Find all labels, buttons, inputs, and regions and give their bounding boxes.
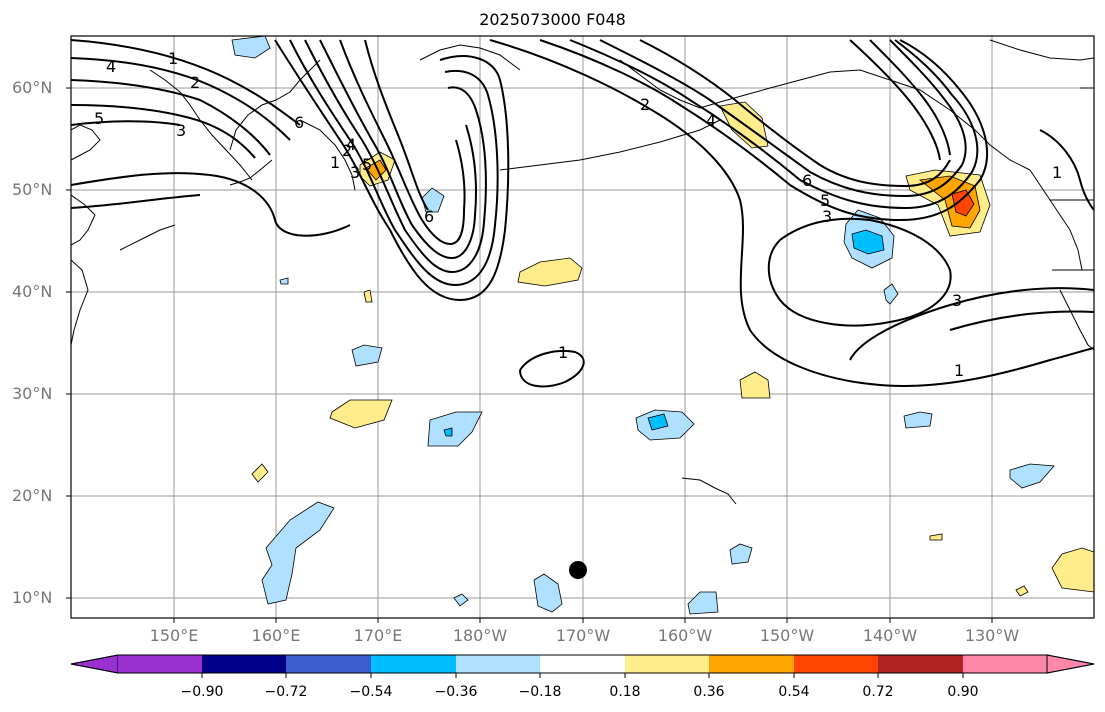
colorbar-segment (118, 655, 202, 673)
colorbar-tick-label: −0.36 (434, 684, 478, 700)
colorbar-segment (371, 655, 456, 673)
colorbar-tick-label: 0.36 (693, 684, 725, 700)
contour-label: 4 (106, 57, 116, 76)
contour-label: 4 (346, 135, 356, 154)
shade-blob (329, 399, 393, 429)
contour-label: 1 (1052, 163, 1062, 182)
lat-label-40n: 40°N (12, 282, 53, 301)
shade-blob (729, 543, 753, 565)
colorbar-outline (70, 654, 1095, 674)
shade-blob (851, 229, 885, 255)
lon-label-180w: 180°W (452, 626, 508, 645)
map-title: 2025073000 F048 (479, 10, 626, 29)
lon-label-170e: 170°E (353, 626, 403, 645)
shade-blob (251, 463, 269, 483)
contour-label: 3 (822, 207, 832, 226)
lon-label-160e: 160°E (251, 626, 301, 645)
shade-blob (279, 277, 289, 285)
contour-label: 3 (350, 163, 360, 182)
contour-label: 1 (558, 343, 568, 362)
shade-blob (427, 411, 483, 447)
colorbar-tick-label: 0.72 (862, 684, 894, 700)
lon-label-150w: 150°W (759, 626, 815, 645)
colorbar-segment (709, 655, 794, 673)
shade-blob (929, 533, 943, 541)
colorbar-segment (625, 655, 709, 673)
colorbar-segment (286, 655, 371, 673)
shade-blob (443, 427, 453, 437)
contour-label: 3 (176, 121, 186, 140)
contour-label: 5 (94, 109, 104, 128)
shade-blob (1015, 585, 1029, 597)
contour-label: 6 (424, 207, 434, 226)
shade-blob (647, 413, 669, 431)
colorbar-segment (1046, 654, 1095, 674)
colorbar-segment (878, 655, 963, 673)
colorbar-tick-label: −0.90 (180, 684, 224, 700)
colorbar-tick-label: 0.54 (778, 684, 810, 700)
contour-label: 2 (640, 95, 650, 114)
shade-blob (1009, 463, 1055, 489)
colorbar-segment (202, 655, 286, 673)
lat-label-30n: 30°N (12, 384, 53, 403)
contour-label: 6 (294, 113, 304, 132)
shade-blob (363, 289, 373, 303)
contour-label: 1 (330, 153, 340, 172)
shade-blob (739, 371, 771, 399)
lat-label-60n: 60°N (12, 78, 53, 97)
axis-ticks (66, 87, 993, 623)
colorbar (70, 654, 1095, 678)
shade-blob (951, 189, 975, 217)
colorbar-tick-label: 0.18 (609, 684, 641, 700)
shade-blob (231, 36, 271, 59)
lon-label-150e: 150°E (149, 626, 199, 645)
contour-label: 3 (952, 291, 962, 310)
colorbar-tick-label: 0.90 (947, 684, 979, 700)
lon-label-140w: 140°W (862, 626, 918, 645)
colorbar-tick-label: −0.18 (518, 684, 562, 700)
contour-label: 1 (168, 49, 178, 68)
colorbar-segment (963, 655, 1047, 673)
contours (71, 39, 1094, 388)
colorbar-segment (540, 655, 625, 673)
contour-label: 2 (190, 73, 200, 92)
shade-blob (453, 593, 469, 607)
lat-label-50n: 50°N (12, 180, 53, 199)
contour-label: 6 (802, 171, 812, 190)
colorbar-segment (794, 655, 878, 673)
shade-blob (687, 591, 719, 615)
colorbar-segment (70, 654, 119, 674)
contour-labels: 1 2 3 4 5 6 1 2 3 4 5 6 1 3 1 2 3 4 5 6 … (94, 49, 1062, 380)
colorbar-tick-label: −0.54 (349, 684, 393, 700)
colorbar-segment (456, 655, 540, 673)
lon-label-160w: 160°W (657, 626, 713, 645)
shade-blob (903, 411, 933, 429)
contour-label: 2 (342, 141, 352, 160)
lon-label-170w: 170°W (555, 626, 611, 645)
coastlines (71, 39, 1094, 505)
shade-blob (421, 187, 445, 213)
contour-label: 4 (706, 111, 716, 130)
storm-marker (569, 561, 587, 579)
lat-label-10n: 10°N (12, 588, 53, 607)
contour-label: 5 (362, 155, 372, 174)
shade-blob (533, 573, 563, 613)
contour-label: 5 (820, 191, 830, 210)
shade-blob (261, 501, 335, 605)
lat-label-20n: 20°N (12, 486, 53, 505)
contour-label: 1 (954, 361, 964, 380)
shade-blob (1051, 547, 1094, 593)
lon-label-130w: 130°W (964, 626, 1020, 645)
shade-blob (883, 283, 899, 305)
shade-blob (517, 257, 583, 287)
colorbar-tick-label: −0.72 (264, 684, 308, 700)
shade-blob (351, 344, 383, 367)
